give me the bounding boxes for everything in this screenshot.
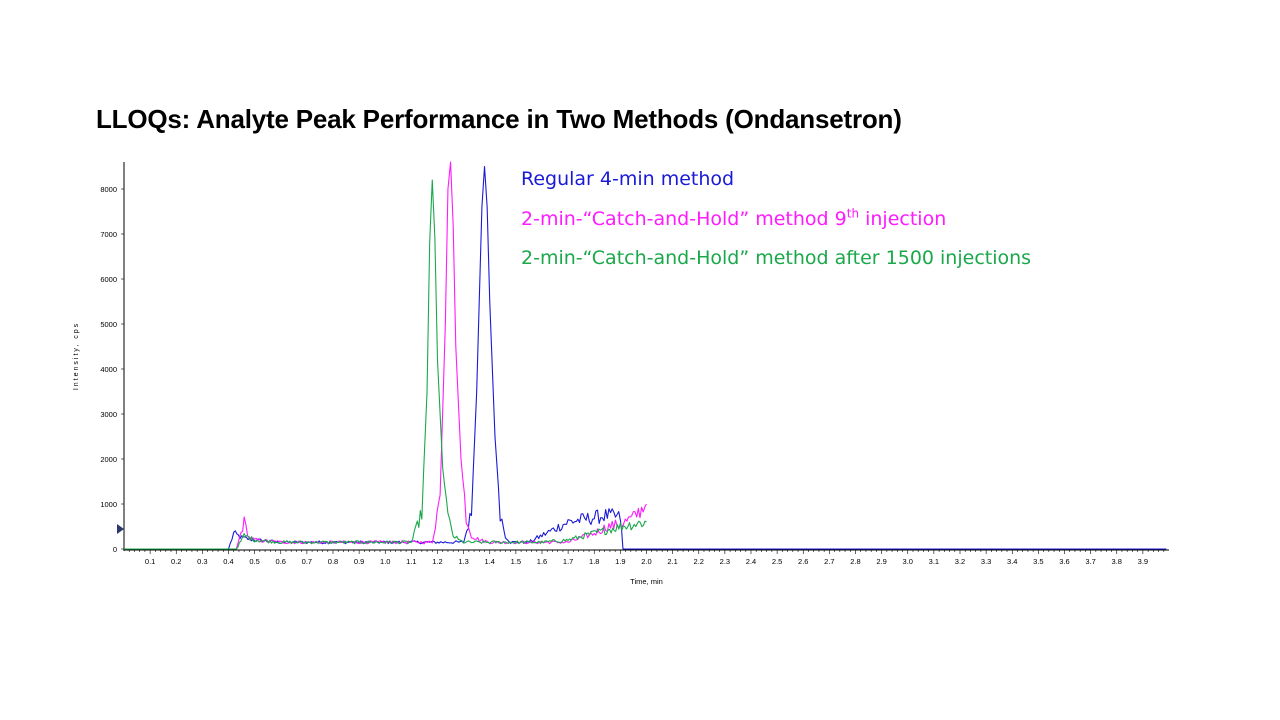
legend-text: 2-min-“Catch-and-Hold” method after 1500… — [521, 247, 1032, 269]
x-tick-label: 3.7 — [1085, 557, 1095, 566]
x-tick-label: 2.9 — [876, 557, 886, 566]
x-tick-label: 0.5 — [249, 557, 259, 566]
x-tick-label: 2.4 — [746, 557, 756, 566]
x-tick-label: 0.1 — [145, 557, 155, 566]
x-tick-label: 0.6 — [276, 557, 286, 566]
y-tick-label: 2000 — [100, 455, 117, 464]
series-lines — [124, 161, 1167, 550]
x-tick-label: 3.0 — [903, 557, 913, 566]
y-tick-label: 4000 — [100, 365, 117, 374]
series-line-3 — [124, 179, 647, 550]
x-tick-label: 1.9 — [615, 557, 625, 566]
x-tick-label: 3.1 — [929, 557, 939, 566]
x-tick-label: 1.6 — [537, 557, 547, 566]
x-tick-label: 2.3 — [720, 557, 730, 566]
x-tick-label: 1.2 — [432, 557, 442, 566]
legend-text: 2-min-“Catch-and-Hold” method 9 — [521, 208, 847, 230]
x-tick-label: 1.8 — [589, 557, 599, 566]
x-tick-label: 3.5 — [1033, 557, 1043, 566]
x-tick-label: 3.3 — [981, 557, 991, 566]
x-tick-label: 0.3 — [197, 557, 207, 566]
x-tick-label: 1.0 — [380, 557, 390, 566]
x-axis-title: Time, min — [630, 577, 663, 586]
x-tick-label: 3.9 — [1138, 557, 1148, 566]
x-tick-label: 0.8 — [328, 557, 338, 566]
x-tick-label: 1.5 — [511, 557, 521, 566]
legend-item: 2-min-“Catch-and-Hold” method after 1500… — [521, 247, 1031, 269]
y-tick-label: 8000 — [100, 185, 117, 194]
x-tick-label: 2.1 — [667, 557, 677, 566]
axis-labels: 0.1 0.2 0.3 0.4 0.5 0.6 0.7 0.8 0.9 1.0 1.1 1.2 1.3 1… — [73, 185, 1148, 586]
x-tick-label: 3.6 — [1059, 557, 1069, 566]
legend-text-suffix: injection — [859, 208, 947, 230]
y-tick-label: 7000 — [100, 230, 117, 239]
x-tick-label: 2.6 — [798, 557, 808, 566]
legend-text: Regular 4-min method — [521, 168, 735, 190]
x-tick-label: 3.4 — [1007, 557, 1017, 566]
baseline-marker-icon — [117, 524, 124, 534]
legend-superscript: th — [846, 206, 860, 221]
x-tick-label: 1.1 — [406, 557, 416, 566]
x-tick-label: 2.8 — [850, 557, 860, 566]
y-axis-title: Intensity, cps — [73, 322, 80, 390]
y-tick-label: 1000 — [100, 500, 117, 509]
x-tick-label: 2.7 — [824, 557, 834, 566]
y-tick-label: 6000 — [100, 275, 117, 284]
legend-item: Regular 4-min method — [521, 168, 734, 190]
x-tick-label: 2.0 — [641, 557, 651, 566]
x-tick-label: 0.9 — [354, 557, 364, 566]
y-tick-label: 0 — [113, 545, 117, 554]
x-tick-label: 1.3 — [458, 557, 468, 566]
x-tick-label: 2.2 — [694, 557, 704, 566]
x-tick-label: 0.2 — [171, 557, 181, 566]
x-tick-label: 3.2 — [955, 557, 965, 566]
x-tick-label: 1.7 — [563, 557, 573, 566]
slide-title: LLOQs: Analyte Peak Performance in Two M… — [96, 104, 902, 134]
x-tick-label: 0.4 — [223, 557, 233, 566]
y-tick-label: 5000 — [100, 320, 117, 329]
y-tick-label: 3000 — [100, 410, 117, 419]
x-tick-label: 1.4 — [485, 557, 495, 566]
x-tick-label: 3.8 — [1112, 557, 1122, 566]
legend-item: 2-min-“Catch-and-Hold” method 9th inject… — [521, 208, 946, 230]
axes — [117, 162, 1169, 554]
x-tick-label: 2.5 — [772, 557, 782, 566]
x-tick-label: 0.7 — [302, 557, 312, 566]
